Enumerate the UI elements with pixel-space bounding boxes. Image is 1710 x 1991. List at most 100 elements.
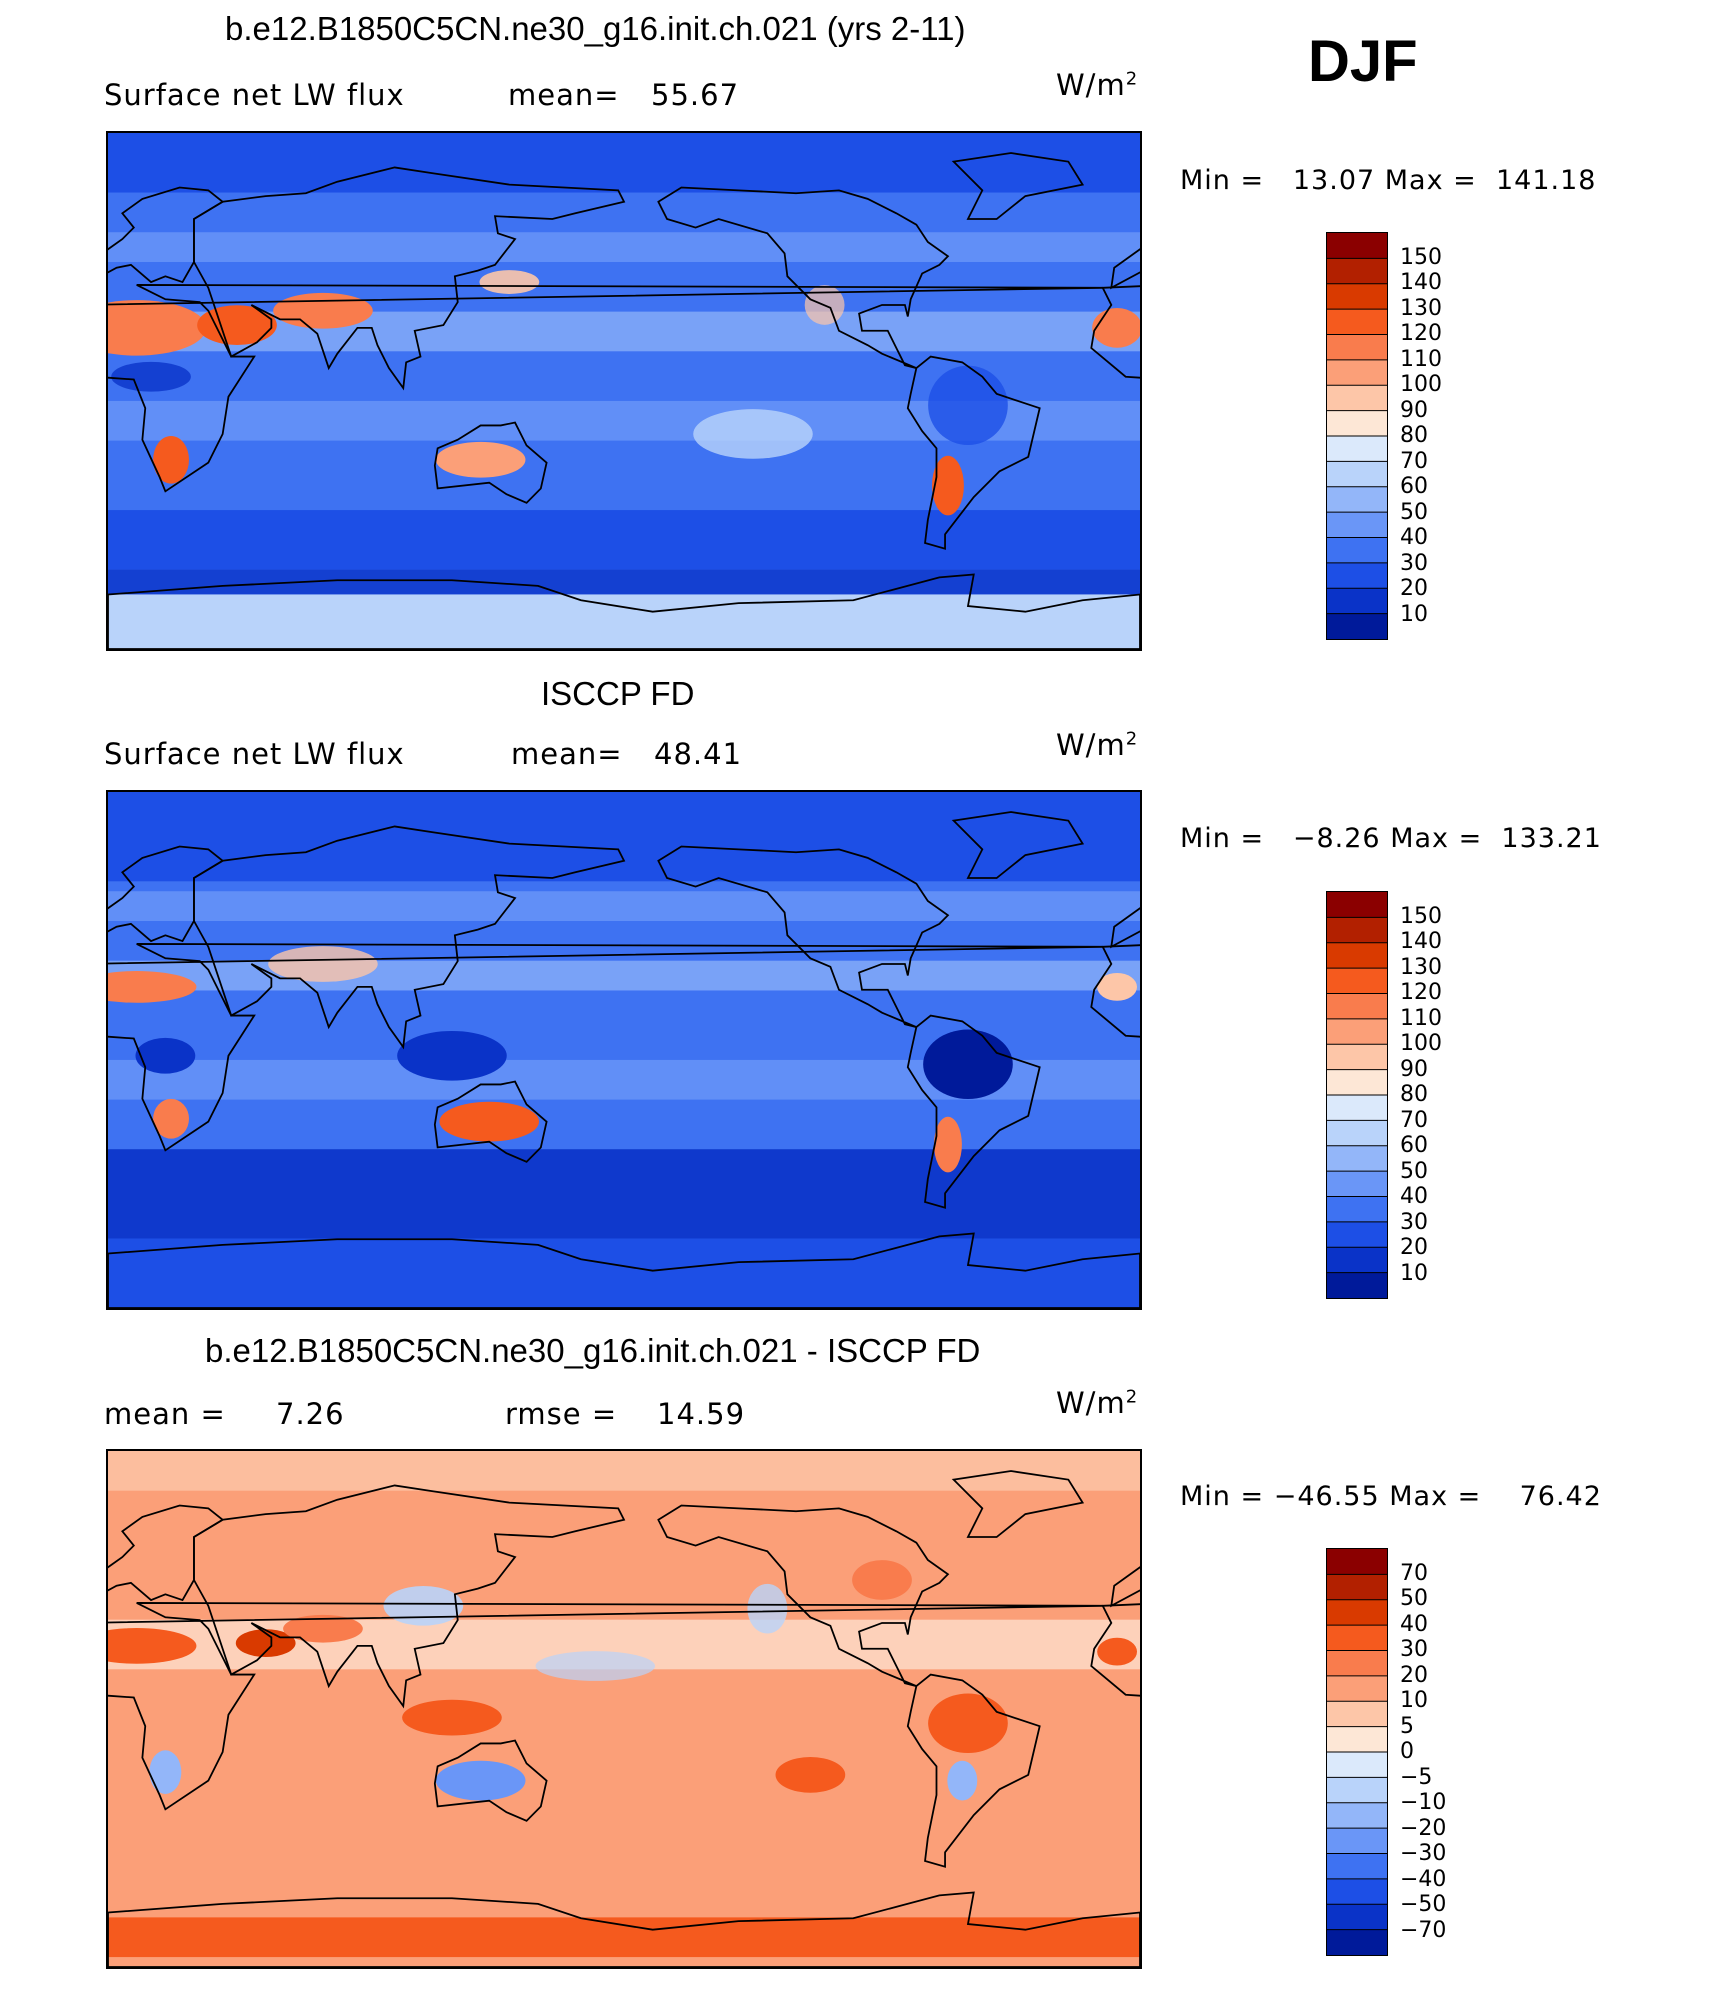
colorbar-swatch [1327, 1272, 1387, 1298]
colorbar-swatch [1327, 562, 1387, 589]
colorbar-swatch [1327, 588, 1387, 615]
coastline-africa-wrap [1090, 1603, 1140, 1697]
colorbar-tick-label: 70 [1400, 448, 1428, 474]
colorbar-tick-label: 30 [1400, 550, 1428, 576]
panel2-minmax: Min = −8.26 Max = 133.21 [1180, 823, 1602, 854]
colorbar-swatch [1327, 512, 1387, 538]
panel1-title: b.e12.B1850C5CN.ne30_g16.init.ch.021 (yr… [225, 10, 966, 47]
colorbar-tick-label: 60 [1400, 474, 1428, 499]
colorbar-swatch [1327, 1675, 1387, 1702]
colorbar-tick-label: 5 [1400, 1713, 1414, 1739]
colorbar-tick-label: 50 [1400, 1158, 1428, 1184]
colorbar-tick-label: −10 [1400, 1790, 1447, 1815]
coastline-europe [108, 186, 225, 284]
colorbar-tick-label: 30 [1400, 1637, 1428, 1662]
colorbar-swatch [1327, 1044, 1387, 1071]
coastline-namerica [657, 845, 950, 1028]
coastline-samerica [906, 1673, 1041, 1868]
coastline-australia [433, 1739, 548, 1822]
colorbar-swatch [1327, 1145, 1387, 1172]
colorbar-swatch [1327, 385, 1387, 412]
colorbar-tick-label: 100 [1400, 372, 1442, 397]
colorbar-tick-label: 140 [1400, 929, 1442, 954]
coastline-asia [193, 825, 626, 1050]
colorbar-tick-label: 130 [1400, 954, 1442, 980]
coastline-asia [193, 166, 626, 391]
colorbar-tick-label: 150 [1400, 244, 1442, 270]
colorbar-swatch [1327, 1701, 1387, 1728]
colorbar-tick-label: 20 [1400, 1235, 1428, 1260]
colorbar-tick-label: 20 [1400, 1662, 1428, 1688]
colorbar-tick-label: 110 [1400, 1005, 1442, 1031]
colorbar-swatch [1327, 1752, 1387, 1778]
panel3-title: b.e12.B1850C5CN.ne30_g16.init.ch.021 - I… [205, 1332, 981, 1369]
colorbar-swatch [1327, 334, 1387, 361]
coastline-australia [433, 421, 548, 504]
colorbar-swatch [1327, 1878, 1387, 1905]
colorbar-tick-label: 10 [1400, 601, 1428, 627]
coastline-asia [193, 1484, 626, 1709]
field-layer [108, 1451, 1140, 1967]
colorbar-swatch [1327, 537, 1387, 564]
panel2-title: ISCCP FD [541, 675, 695, 712]
colorbar-swatch [1327, 1196, 1387, 1223]
panel1-mean-value: 55.67 [651, 78, 740, 112]
panel2-colorbar [1326, 891, 1388, 1299]
colorbar-tick-label: −70 [1400, 1917, 1447, 1943]
colorbar-tick-label: 70 [1400, 1560, 1428, 1586]
colorbar-swatch [1327, 258, 1387, 285]
panel1-variable: Surface net LW flux [104, 78, 405, 112]
panel3-mean-label: mean = [104, 1397, 226, 1431]
colorbar-tick-label: 80 [1400, 1082, 1428, 1107]
panel3-map [106, 1449, 1142, 1969]
colorbar-tick-label: 130 [1400, 295, 1442, 321]
colorbar-tick-label: 110 [1400, 346, 1442, 372]
colorbar-swatch [1327, 1221, 1387, 1248]
colorbar-swatch [1327, 892, 1387, 918]
coastline-antarctica [108, 573, 1140, 649]
colorbar-swatch [1327, 1929, 1387, 1955]
colorbar-swatch [1327, 1828, 1387, 1854]
colorbar-swatch [1327, 993, 1387, 1020]
panel1-units: W/m2 [1056, 68, 1139, 102]
coastlines [108, 1470, 1140, 1967]
coastline-namerica [657, 186, 950, 369]
coastline-europe [108, 1504, 225, 1602]
coastline-samerica [906, 355, 1041, 550]
panel2-mean-value: 48.41 [654, 737, 743, 771]
colorbar-tick-label: 40 [1400, 525, 1428, 550]
coastline-samerica [906, 1014, 1041, 1209]
colorbar-tick-label: 40 [1400, 1611, 1428, 1637]
colorbar-swatch [1327, 1650, 1387, 1677]
colorbar-tick-label: 150 [1400, 903, 1442, 929]
colorbar-tick-label: 70 [1400, 1107, 1428, 1133]
panel3-rmse-label: rmse = [505, 1397, 618, 1431]
colorbar-tick-label: −20 [1400, 1815, 1447, 1841]
panel3-colorbar [1326, 1548, 1388, 1956]
colorbar-tick-label: 10 [1400, 1260, 1428, 1286]
colorbar-tick-label: −5 [1400, 1764, 1433, 1790]
panel1-mean-label: mean= [508, 78, 620, 112]
colorbar-tick-label: 100 [1400, 1031, 1442, 1056]
panel2-variable: Surface net LW flux [104, 737, 405, 771]
colorbar-swatch [1327, 1549, 1387, 1575]
colorbar-tick-label: 120 [1400, 980, 1442, 1005]
panel1-map [106, 131, 1142, 651]
colorbar-tick-label: 40 [1400, 1184, 1428, 1209]
field-layer [108, 792, 1140, 1308]
panel1-colorbar [1326, 232, 1388, 640]
coastline-australia [433, 1080, 548, 1163]
panel3-minmax: Min = −46.55 Max = 76.42 [1180, 1481, 1602, 1512]
colorbar-swatch [1327, 233, 1387, 259]
panel1-minmax: Min = 13.07 Max = 141.18 [1180, 165, 1597, 196]
colorbar-tick-label: 0 [1400, 1739, 1414, 1764]
colorbar-swatch [1327, 1777, 1387, 1804]
colorbar-tick-label: 80 [1400, 423, 1428, 448]
colorbar-swatch [1327, 283, 1387, 310]
panel2-map [106, 790, 1142, 1310]
colorbar-swatch [1327, 309, 1387, 335]
colorbar-swatch [1327, 968, 1387, 994]
colorbar-tick-label: 20 [1400, 576, 1428, 601]
colorbar-tick-label: 10 [1400, 1688, 1428, 1713]
colorbar-swatch [1327, 1018, 1387, 1045]
